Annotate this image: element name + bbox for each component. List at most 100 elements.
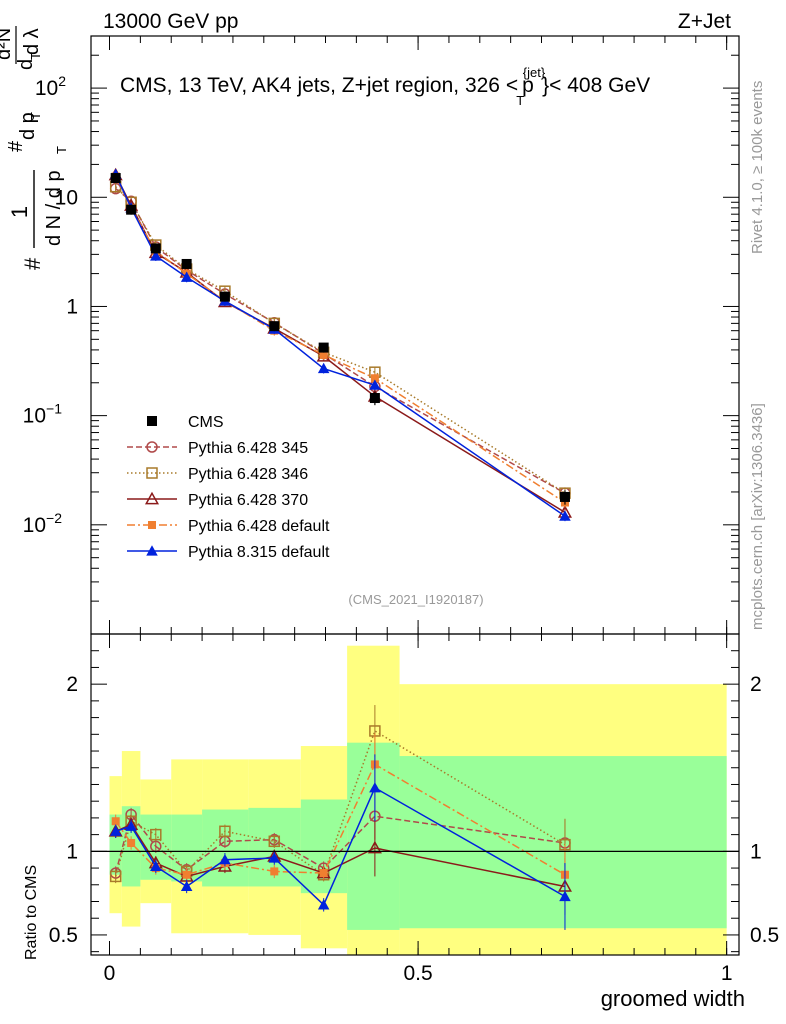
data-point-p1 [126, 204, 137, 215]
data-point-p8 [559, 491, 570, 502]
main-point-s3-p6 [319, 350, 328, 359]
ratio-tick-label-left-1: 1 [66, 840, 78, 863]
data-point-p5 [269, 321, 280, 332]
y-tick-label-0: 10−2 [23, 510, 63, 537]
main-line-series-4 [115, 174, 566, 517]
mcplots-source-label: mcplots.cern.ch [arXiv:1306.3436] [749, 403, 766, 630]
main-line-series-3 [115, 176, 566, 504]
title-tail: }< 408 GeV [542, 74, 650, 97]
ratio-point-s1-p5 [268, 835, 281, 848]
legend-label-2: Pythia 6.428 346 [188, 466, 308, 483]
ylabel-den-sub: T [54, 146, 69, 154]
ylabel-mid-num: d p [17, 112, 39, 140]
title-main: CMS, 13 TeV, AK4 jets, Z+jet region, 326… [120, 74, 518, 97]
ratio-tick-label-right-2: 2 [750, 673, 762, 696]
ylabel-mid-num-sub: T [28, 112, 43, 120]
band-green-bin-8 [399, 756, 727, 929]
main-series-group [108, 167, 572, 522]
ratio-point-s4-p2 [150, 860, 162, 871]
ylabel-right: d²N [0, 28, 15, 60]
x-tick-label-2: 1 [721, 962, 733, 985]
main-line-series-2 [115, 174, 566, 514]
ratio-point-s4-p8 [559, 890, 571, 902]
y-tick-label-3: 10 [55, 186, 78, 209]
ratio-point-s4-p1 [125, 820, 137, 831]
legend-marker-3 [144, 491, 160, 505]
main-point-s3-p7 [370, 374, 379, 383]
legend-label-4: Pythia 6.428 default [188, 518, 330, 535]
legend: CMS Pythia 6.428 345 Pythia 6.428 346 Pythi… [127, 414, 330, 561]
y-tick-label-2: 1 [66, 295, 78, 318]
uncertainty-bands [109, 645, 727, 955]
ratio-point-s4-p0 [109, 825, 122, 836]
ratio-tick-label-right-1: 1 [750, 840, 762, 863]
ratio-point-s1-p2 [150, 828, 162, 841]
data-point-p7 [369, 393, 380, 404]
ratio-point-s3-p3 [182, 870, 191, 879]
legend-label-3: Pythia 6.428 370 [188, 492, 308, 509]
ratio-point-s4-p3 [180, 880, 193, 892]
ratio-point-s1-p0 [109, 870, 122, 883]
title-subscript: T [516, 93, 524, 108]
main-point-s4-p2 [150, 250, 162, 261]
x-axis-label: groomed width [601, 986, 745, 1011]
axes-group: 0 0.5 1 10−2 10−1 1 10 102 0.5 0.5 1 1 2 2 [23, 35, 779, 985]
main-line-series-1 [115, 186, 566, 494]
legend-marker-0 [147, 416, 157, 426]
ylabel-mid-den-sub: T [28, 52, 43, 60]
ratio-tick-label-left-0: 0.5 [49, 924, 78, 947]
chart-title: CMS, 13 TeV, AK4 jets, Z+jet region, 326… [120, 65, 650, 108]
y-tick-label-4: 102 [35, 73, 66, 100]
ylabel-right-den: d λ [21, 28, 43, 55]
y-axis-label: # 1 d N / d p T # d p T d T d²N d λ [0, 26, 69, 270]
data-point-p2 [150, 243, 161, 254]
legend-label-1: Pythia 6.428 345 [188, 440, 308, 457]
data-point-p0 [110, 173, 121, 184]
analysis-watermark: (CMS_2021_I1920187) [348, 592, 483, 607]
legend-marker-5 [146, 545, 158, 556]
data-point-p4 [219, 291, 230, 302]
legend-marker-1 [146, 441, 158, 453]
legend-label-0: CMS [188, 414, 224, 431]
ylabel-den: d N / d p [43, 170, 65, 246]
ratio-point-s2-p7 [367, 840, 382, 854]
ratio-point-s3-p1 [127, 838, 136, 847]
title-superscript: {jet} [523, 65, 546, 80]
main-point-s4-p8 [559, 510, 571, 521]
ratio-point-s3-p0 [111, 817, 120, 826]
ratio-tick-label-left-2: 2 [66, 673, 78, 696]
main-point-s4-p6 [317, 362, 330, 374]
ylabel-mid: # [5, 140, 27, 152]
legend-marker-2 [146, 467, 158, 479]
ratio-point-s4-p4 [219, 853, 231, 865]
ratio-point-s4-p5 [268, 852, 281, 863]
ylabel-num: 1 [7, 206, 32, 218]
main-point-s4-p3 [180, 271, 193, 282]
ratio-point-s1-p4 [219, 825, 231, 838]
ratio-point-s3-p5 [270, 867, 279, 876]
main-point-s4-p7 [369, 379, 381, 390]
ratio-point-s4-p7 [369, 782, 381, 793]
ratio-point-s4-p6 [317, 899, 330, 910]
x-tick-label-0: 0 [104, 962, 116, 985]
ylabel-pre: # [20, 257, 45, 270]
title-symbol: p [522, 74, 534, 97]
legend-label-5: Pythia 8.315 default [188, 544, 330, 561]
data-point-p6 [318, 342, 329, 353]
legend-marker-4 [148, 521, 156, 529]
header-left: 13000 GeV pp [103, 10, 238, 33]
data-point-p3 [181, 258, 192, 269]
ratio-point-s3-p6 [319, 869, 328, 878]
y-tick-label-1: 10−1 [23, 401, 63, 428]
rivet-version-label: Rivet 4.1.0, ≥ 100k events [749, 81, 766, 254]
x-tick-label-1: 0.5 [403, 962, 432, 985]
header-right: Z+Jet [678, 10, 731, 33]
main-line-series-0 [115, 188, 566, 494]
ratio-frame [90, 633, 740, 956]
ylabel-mid-den: d [15, 59, 37, 70]
ratio-line-series-0 [114, 812, 566, 874]
ratio-tick-label-right-0: 0.5 [750, 924, 779, 947]
ratio-axis-label: Ratio to CMS [23, 865, 40, 960]
